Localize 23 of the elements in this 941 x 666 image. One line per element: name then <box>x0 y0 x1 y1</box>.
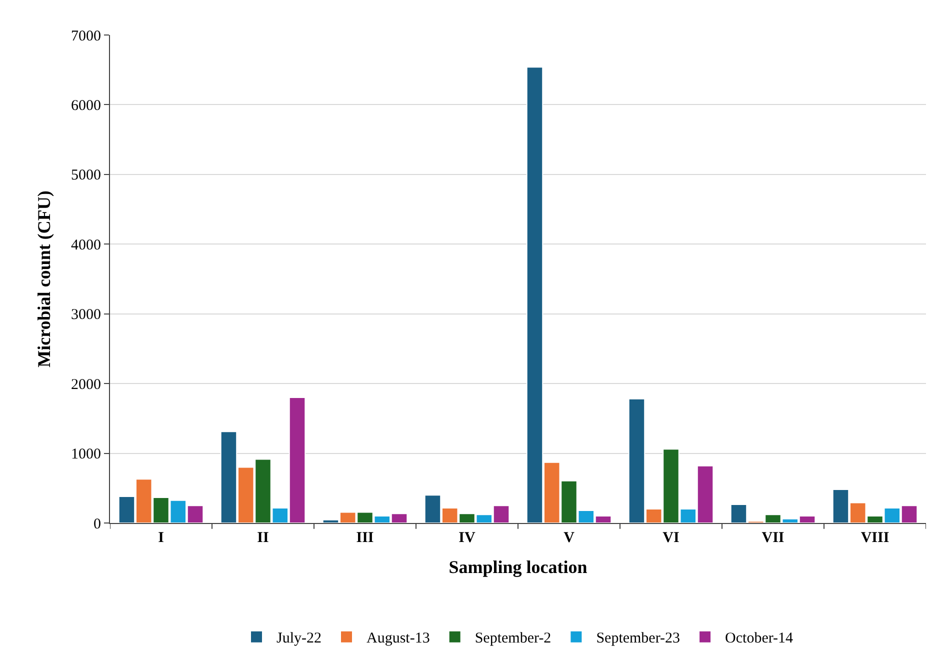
y-tick-label: 5000 <box>71 168 101 184</box>
y-tick-label: 3000 <box>71 307 101 324</box>
y-tick-label: 2000 <box>71 376 101 393</box>
x-tick-label: IV <box>458 530 476 546</box>
y-tick-label: 7000 <box>71 28 101 44</box>
x-tick-label: VII <box>762 530 784 546</box>
y-tick-label: 6000 <box>71 98 101 114</box>
legend-label: July-22 <box>276 630 322 647</box>
x-tick-label: V <box>564 530 575 546</box>
legend-label: October-14 <box>725 630 794 647</box>
x-tick-label: VIII <box>860 530 890 546</box>
y-tick-label: 0 <box>94 516 101 532</box>
legend-label: August-13 <box>366 630 430 647</box>
x-tick-label: III <box>356 530 374 546</box>
y-axis-title: Microbial count (CFU) <box>34 190 54 368</box>
x-tick-label: I <box>158 530 164 546</box>
x-tick-label: II <box>257 530 269 546</box>
y-tick-label: 4000 <box>71 237 101 254</box>
x-axis-title: Sampling location <box>448 557 588 578</box>
y-tick-label: 1000 <box>71 446 101 463</box>
legend-label: September-23 <box>596 630 680 647</box>
legend-label: September-2 <box>474 630 552 647</box>
x-tick-label: VI <box>662 530 680 546</box>
